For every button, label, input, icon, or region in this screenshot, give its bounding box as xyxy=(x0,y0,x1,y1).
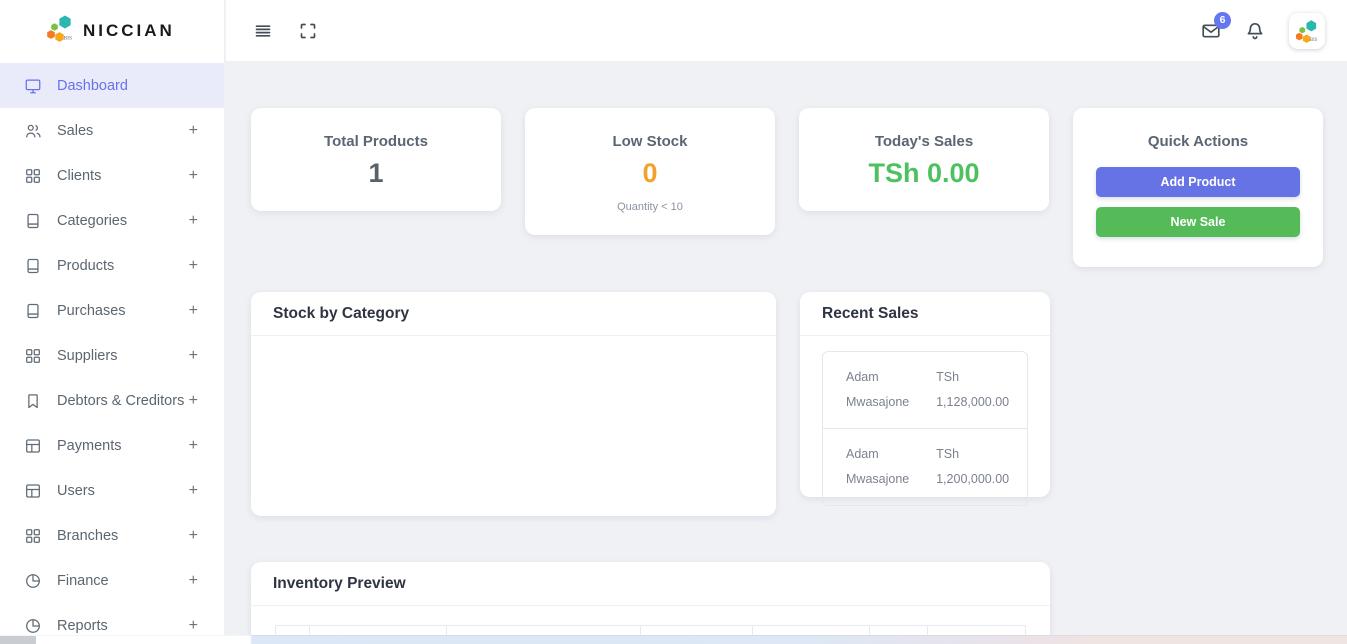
brand: BIS NICCIAN xyxy=(0,0,224,61)
sale-amount: TSh 1,200,000.00 xyxy=(936,447,1010,486)
total-products-card: Total Products 1 xyxy=(251,108,501,211)
low-stock-card: Low Stock 0 Quantity < 10 xyxy=(525,108,775,235)
todays-sales-value: TSh 0.00 xyxy=(868,158,980,188)
expand-plus-icon[interactable]: + xyxy=(188,571,198,589)
add-product-button[interactable]: Add Product xyxy=(1096,167,1300,197)
recent-sales-list: Adam Mwasajone TSh 1,128,000.00 Adam Mwa… xyxy=(822,351,1028,506)
main-content: Total Products 1 Low Stock 0 Quantity < … xyxy=(226,61,1347,644)
mail-icon xyxy=(1202,23,1220,38)
expand-plus-icon[interactable]: + xyxy=(188,301,198,319)
messages-button[interactable]: 6 xyxy=(1201,11,1231,41)
messages-count-badge: 6 xyxy=(1214,11,1231,29)
notifications-bell-icon[interactable] xyxy=(1245,21,1265,41)
monitor-icon xyxy=(24,77,42,95)
expand-plus-icon[interactable]: + xyxy=(188,346,198,364)
expand-plus-icon[interactable]: + xyxy=(188,391,198,409)
grid-icon xyxy=(24,167,42,185)
expand-plus-icon[interactable]: + xyxy=(188,166,198,184)
sale-list-item[interactable]: Adam Mwasajone TSh 1,128,000.00 xyxy=(823,352,1027,428)
new-sale-button[interactable]: New Sale xyxy=(1096,207,1300,237)
fullscreen-icon[interactable] xyxy=(298,21,318,41)
sale-customer: Adam Mwasajone xyxy=(846,447,910,486)
low-stock-value: 0 xyxy=(642,158,658,188)
expand-plus-icon[interactable]: + xyxy=(188,211,198,229)
brand-logo-icon: BIS xyxy=(1296,19,1318,43)
layout-icon xyxy=(24,482,42,500)
sidebar-item-branches[interactable]: Branches + xyxy=(0,513,224,558)
stats-row: Total Products 1 Low Stock 0 Quantity < … xyxy=(251,108,1325,267)
stock-by-category-chart-area xyxy=(251,336,776,512)
sidebar-item-finance[interactable]: Finance + xyxy=(0,558,224,603)
grid-icon xyxy=(24,347,42,365)
sidebar-item-suppliers[interactable]: Suppliers + xyxy=(0,333,224,378)
recent-sales-panel: Recent Sales Adam Mwasajone TSh 1,128,00… xyxy=(800,292,1050,506)
grid-icon xyxy=(24,527,42,545)
panel-title: Stock by Category xyxy=(273,305,410,322)
topbar: 6 BIS xyxy=(226,0,1347,61)
inventory-preview-panel: Inventory Preview # Code Product Categor… xyxy=(251,562,1050,644)
inventory-row: Inventory Preview # Code Product Categor… xyxy=(251,562,1325,644)
sidebar-item-sales[interactable]: Sales + xyxy=(0,108,224,153)
scrollbar-thumb[interactable] xyxy=(0,636,36,644)
stock-by-category-panel: Stock by Category xyxy=(251,292,776,516)
sidebar: BIS NICCIAN Dashboard Sales + xyxy=(0,0,225,644)
expand-plus-icon[interactable]: + xyxy=(188,616,198,634)
layout-icon xyxy=(24,437,42,455)
notebook-icon xyxy=(24,257,42,275)
bookmark-icon xyxy=(24,392,42,410)
todays-sales-card: Today's Sales TSh 0.00 xyxy=(799,108,1049,211)
sidebar-nav: Dashboard Sales + Clients + xyxy=(0,61,224,644)
expand-plus-icon[interactable]: + xyxy=(188,256,198,274)
sidebar-item-payments[interactable]: Payments + xyxy=(0,423,224,468)
sidebar-item-products[interactable]: Products + xyxy=(0,243,224,288)
pie-chart-icon xyxy=(24,572,42,590)
sidebar-item-clients[interactable]: Clients + xyxy=(0,153,224,198)
sidebar-item-purchases[interactable]: Purchases + xyxy=(0,288,224,333)
quick-actions-card: Quick Actions Add Product New Sale xyxy=(1073,108,1323,267)
panel-title: Inventory Preview xyxy=(273,575,406,592)
notebook-icon xyxy=(24,302,42,320)
notebook-icon xyxy=(24,212,42,230)
charts-row: Stock by Category Recent Sales Adam Mwas… xyxy=(251,292,1325,516)
users-icon xyxy=(24,122,42,140)
total-products-value: 1 xyxy=(368,158,384,188)
expand-plus-icon[interactable]: + xyxy=(188,526,198,544)
brand-name: NICCIAN xyxy=(83,20,175,40)
sidebar-item-categories[interactable]: Categories + xyxy=(0,198,224,243)
sale-customer: Adam Mwasajone xyxy=(846,370,910,409)
user-avatar[interactable]: BIS xyxy=(1289,12,1325,49)
sale-amount: TSh 1,128,000.00 xyxy=(936,370,1010,409)
svg-text:BIS: BIS xyxy=(64,36,73,42)
menu-toggle-icon[interactable] xyxy=(253,21,273,41)
sidebar-item-debtors-creditors[interactable]: Debtors & Creditors + xyxy=(0,378,224,423)
brand-logo-icon: BIS xyxy=(46,13,74,48)
svg-text:BIS: BIS xyxy=(1310,37,1318,42)
pie-chart-icon xyxy=(24,617,42,635)
horizontal-scrollbar[interactable] xyxy=(0,635,1347,644)
sidebar-item-dashboard[interactable]: Dashboard xyxy=(0,63,224,108)
sidebar-item-reports[interactable]: Reports + xyxy=(0,603,224,644)
expand-plus-icon[interactable]: + xyxy=(188,436,198,454)
low-stock-subtitle: Quantity < 10 xyxy=(617,201,683,213)
expand-plus-icon[interactable]: + xyxy=(188,481,198,499)
panel-title: Recent Sales xyxy=(822,305,919,322)
expand-plus-icon[interactable]: + xyxy=(188,121,198,139)
sale-list-item[interactable]: Adam Mwasajone TSh 1,200,000.00 xyxy=(823,428,1027,505)
sidebar-item-users[interactable]: Users + xyxy=(0,468,224,513)
